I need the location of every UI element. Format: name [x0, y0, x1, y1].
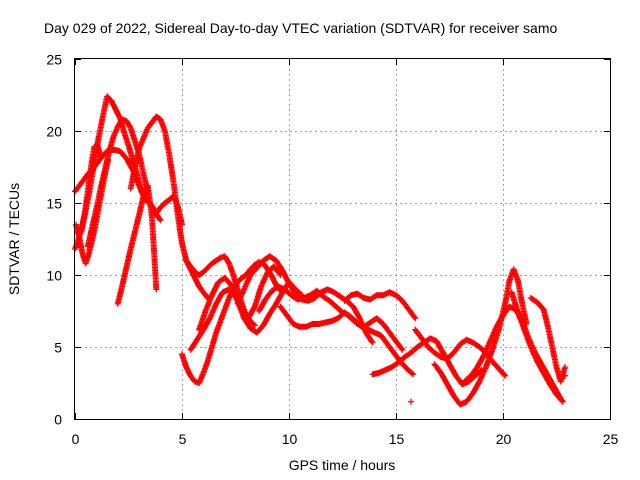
satellite-track-8 — [153, 192, 185, 228]
x-tick-label: 15 — [389, 431, 405, 447]
x-tick-label: 5 — [179, 431, 187, 447]
satellite-track-13-markers — [234, 253, 376, 346]
satellite-track-16-markers — [341, 289, 419, 322]
x-tick-label: 0 — [72, 431, 80, 447]
satellite-track-15 — [277, 303, 406, 353]
x-tick-label: 25 — [603, 431, 619, 447]
y-tick-label: 5 — [54, 340, 62, 356]
x-axis-title: GPS time / hours — [289, 457, 396, 473]
y-tick-label: 0 — [54, 412, 62, 428]
satellite-track-8-markers — [153, 192, 185, 228]
y-axis-title: SDTVAR / TECUs — [6, 183, 22, 295]
satellite-track-6-markers — [114, 182, 160, 307]
y-tick-label: 25 — [46, 52, 62, 68]
x-tick-label: 10 — [282, 431, 298, 447]
x-axis-tick-labels: 0 5 10 15 20 25 — [72, 431, 619, 447]
satellite-track-6 — [114, 182, 160, 307]
outlier-points — [407, 372, 569, 405]
satellite-track-16 — [341, 289, 419, 322]
axis-ticks — [75, 59, 611, 420]
satellite-track-19-markers — [431, 266, 530, 408]
plot-frame — [74, 58, 611, 420]
satellite-track-19 — [431, 266, 530, 408]
x-tick-label: 20 — [496, 431, 512, 447]
satellite-track-13 — [234, 253, 376, 346]
satellite-track-17 — [369, 335, 485, 388]
satellite-track-22-markers — [527, 295, 569, 385]
y-tick-label: 10 — [46, 268, 62, 284]
data-marks — [72, 93, 569, 408]
y-axis-tick-labels: 0 5 10 15 20 25 — [46, 52, 62, 428]
y-tick-label: 15 — [46, 196, 62, 212]
y-tick-label: 20 — [46, 124, 62, 140]
satellite-track-15-markers — [277, 303, 406, 353]
satellite-track-21 — [508, 289, 566, 405]
satellite-track-21-markers — [508, 289, 566, 405]
satellite-track-22 — [527, 295, 569, 385]
satellite-track-17-markers — [369, 335, 485, 388]
chart-title: Day 029 of 2022, Sidereal Day-to-day VTE… — [44, 20, 557, 36]
outlier-points-markers — [407, 372, 569, 405]
